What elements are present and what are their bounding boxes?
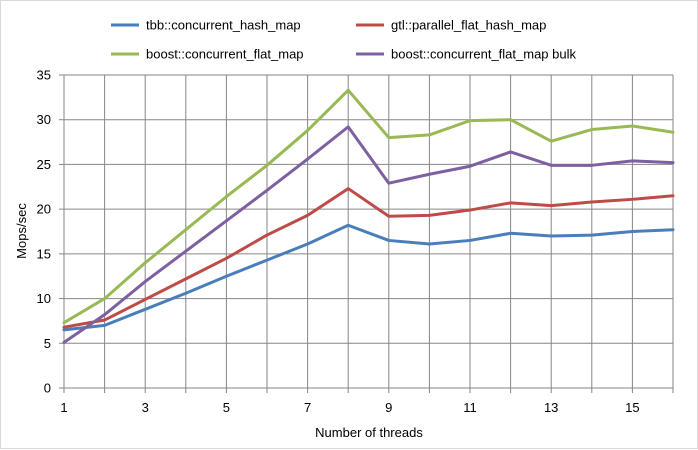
x-axis-title: Number of threads	[315, 425, 423, 440]
series-line-3	[62, 88, 675, 325]
y-tick-label: 5	[44, 336, 51, 351]
x-tick-label: 5	[223, 400, 230, 415]
legend-item-1: tbb::concurrent_hash_map	[111, 18, 301, 33]
legend: tbb::concurrent_hash_map gtl::parallel_fl…	[111, 18, 576, 62]
x-tick-label: 9	[385, 400, 392, 415]
y-tick-label: 15	[37, 246, 51, 261]
legend-label: tbb::concurrent_hash_map	[146, 18, 301, 33]
series-line-1	[62, 223, 675, 332]
series-lines	[62, 88, 675, 344]
x-tick-label: 3	[142, 400, 149, 415]
x-tick-label: 13	[544, 400, 558, 415]
series-line-4	[62, 125, 675, 344]
y-tick-label: 20	[37, 202, 51, 217]
x-tick-label: 15	[625, 400, 639, 415]
x-tick-labels: 1 3 5 7 9 11 13 15	[60, 400, 639, 415]
legend-label: gtl::parallel_flat_hash_map	[391, 18, 546, 33]
legend-label: boost::concurrent_flat_map bulk	[391, 47, 576, 62]
y-tick-label: 10	[37, 291, 51, 306]
x-tick-label: 7	[304, 400, 311, 415]
y-tick-label: 0	[44, 381, 51, 396]
x-tick-label: 1	[60, 400, 67, 415]
y-axis-title: Mops/sec	[14, 203, 29, 259]
x-tick-label: 11	[463, 400, 477, 415]
legend-item-3: boost::concurrent_flat_map	[111, 47, 304, 62]
y-tick-label: 35	[37, 68, 51, 83]
legend-label: boost::concurrent_flat_map	[146, 47, 304, 62]
series-line-2	[62, 187, 675, 329]
legend-item-4: boost::concurrent_flat_map bulk	[356, 47, 576, 62]
gridlines	[64, 74, 674, 388]
legend-item-2: gtl::parallel_flat_hash_map	[356, 18, 546, 33]
y-tick-label: 30	[37, 112, 51, 127]
y-tick-labels: 0 5 10 15 20 25 30 35	[37, 68, 51, 396]
axes	[59, 74, 674, 393]
y-tick-label: 25	[37, 157, 51, 172]
